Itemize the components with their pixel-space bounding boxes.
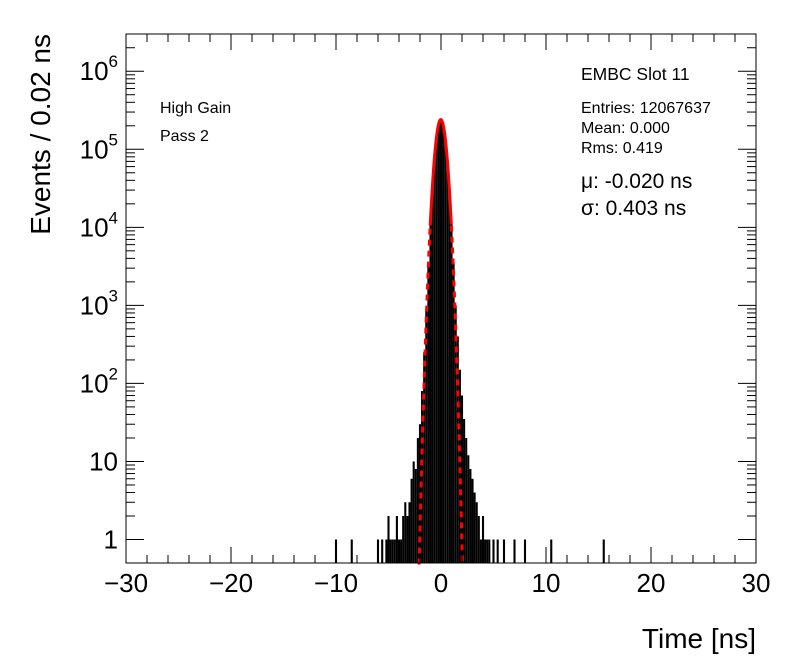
histogram-bar — [442, 123, 445, 563]
histogram-bar — [463, 418, 466, 563]
histogram-bar — [446, 154, 449, 564]
histogram-bar — [404, 502, 407, 563]
y-axis-title: Events / 0.02 ns — [25, 34, 56, 235]
x-tick-label: −20 — [209, 568, 253, 598]
histogram-bar — [416, 437, 419, 563]
histogram-bar — [400, 539, 403, 563]
histogram-bar — [475, 502, 478, 563]
histogram-bar — [431, 184, 434, 563]
y-tick-label: 105 — [80, 130, 118, 164]
histogram-bar — [458, 369, 461, 563]
fit-curve-right-tail — [449, 225, 464, 565]
histogram-bar — [412, 461, 415, 563]
histogram-bar — [389, 539, 392, 563]
histogram-bar — [437, 123, 440, 563]
histogram-bar — [477, 516, 480, 563]
pass-label: Pass 2 — [160, 128, 209, 145]
histogram-bar — [492, 539, 495, 563]
histogram-bar — [376, 539, 380, 563]
gain-label: High Gain — [160, 100, 231, 117]
histogram-bar — [433, 154, 436, 564]
histogram-bar — [381, 539, 384, 563]
y-tick-label: 106 — [80, 52, 118, 86]
y-axis-ticks: 1 10 102 103 104 105 106 — [80, 33, 756, 555]
x-tick-label: 0 — [434, 568, 448, 598]
fit-curve-left-tail — [417, 227, 432, 565]
histogram-bar — [444, 133, 447, 563]
histogram-bar — [393, 539, 396, 563]
histogram-bar — [410, 478, 413, 563]
y-tick-label: 104 — [80, 208, 118, 242]
y-tick-label: 102 — [80, 364, 118, 398]
histogram-bar — [479, 539, 482, 563]
histogram-bar — [387, 516, 390, 563]
histogram-bar — [414, 469, 417, 563]
histogram-bar — [523, 539, 527, 563]
histogram-bar — [402, 516, 405, 563]
fit-sigma-label: σ: 0.403 ns — [581, 197, 686, 220]
histogram-bar — [486, 539, 489, 563]
histogram-bar — [467, 455, 470, 563]
x-tick-label: 30 — [742, 568, 771, 598]
data-layer — [334, 118, 605, 565]
histogram-bar — [421, 390, 424, 563]
x-tick-label: −30 — [104, 568, 148, 598]
histogram-bar — [350, 539, 353, 563]
histogram-bar — [481, 516, 485, 563]
histogram-bar — [456, 336, 459, 563]
histogram-bar — [395, 516, 398, 563]
histogram-bar — [391, 539, 394, 563]
histogram-bar — [385, 539, 388, 563]
histogram-bar — [427, 262, 430, 563]
histogram-bar — [513, 539, 516, 563]
x-axis-title: Time [ns] — [642, 623, 756, 654]
x-tick-label: 20 — [637, 568, 666, 598]
histogram-bar — [439, 119, 443, 563]
x-tick-label: 10 — [532, 568, 561, 598]
histogram-bar — [488, 539, 491, 563]
histogram-bar — [423, 352, 426, 563]
y-tick-label: 1 — [104, 525, 118, 555]
histogram-bar — [469, 469, 472, 563]
slot-label: EMBC Slot 11 — [581, 64, 690, 84]
histogram-bar — [435, 133, 438, 563]
histogram-bar — [450, 224, 453, 564]
y-tick-label: 10 — [89, 446, 118, 476]
histogram-bar — [496, 539, 499, 563]
entries-stat: Entries: 12067637 — [581, 100, 711, 117]
fit-curve-core — [428, 118, 453, 226]
histogram-bar — [550, 539, 553, 563]
histogram-bar — [602, 539, 605, 563]
histogram-bar — [460, 395, 464, 563]
histogram-bar — [454, 305, 457, 563]
histogram-bar — [429, 224, 432, 564]
histogram-bar — [465, 437, 468, 563]
histogram-bar — [448, 184, 451, 563]
histogram-bar — [484, 539, 487, 563]
y-tick-label: 103 — [80, 286, 118, 320]
histogram-bar — [406, 516, 409, 563]
histogram-bar — [473, 492, 476, 563]
histogram-bar — [425, 308, 428, 563]
mean-stat: Mean: 0.000 — [581, 120, 670, 137]
histogram-bar — [471, 478, 474, 563]
histogram-bar — [397, 539, 401, 563]
histogram-bar — [452, 262, 455, 563]
histogram-bar — [502, 539, 506, 563]
fit-mu-label: μ: -0.020 ns — [581, 170, 692, 193]
x-tick-label: −10 — [314, 568, 358, 598]
histogram-bar — [408, 502, 411, 563]
x-axis-ticks: −30 −20 −10 0 10 20 30 — [104, 34, 771, 598]
rms-stat: Rms: 0.419 — [581, 140, 663, 157]
